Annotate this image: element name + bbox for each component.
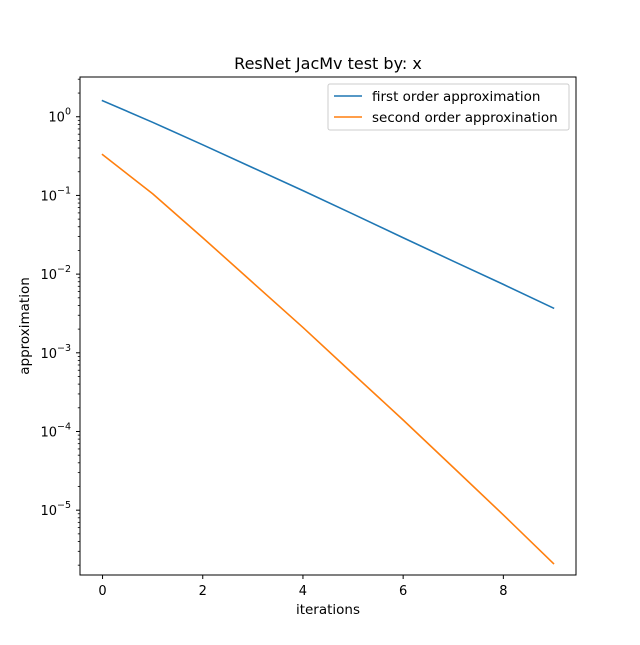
y-tick-label: 10−5 — [40, 500, 71, 519]
legend-box — [327, 83, 570, 131]
y-tick-label: 10−2 — [40, 264, 71, 283]
series-line-1 — [101, 153, 555, 565]
x-tick-label: 8 — [499, 584, 507, 599]
y-tick-label: 10−3 — [40, 343, 71, 362]
legend-label-1: second order approxination — [372, 110, 558, 126]
x-tick-label: 2 — [199, 584, 207, 599]
x-axis: 0 2 4 6 8 — [98, 575, 507, 599]
plot-frame — [79, 76, 577, 576]
x-tick-label: 6 — [399, 584, 407, 599]
x-tick-label: 0 — [98, 584, 106, 599]
legend: first order approximation second order ap… — [327, 83, 570, 131]
series-line-0 — [101, 99, 555, 310]
chart-title: ResNet JacMv test by: x — [234, 54, 422, 73]
y-tick-label: 10−4 — [40, 421, 71, 440]
x-axis-title: iterations — [296, 602, 360, 618]
y-axis-title: approximation — [17, 277, 33, 375]
y-tick-label: 10−1 — [40, 185, 71, 204]
x-tick-label: 4 — [299, 584, 307, 599]
legend-label-0: first order approximation — [372, 89, 541, 105]
plot-area: 0 2 4 6 8 100 10−1 10−2 10−3 10−4 10−5 — [40, 76, 577, 599]
series-layer — [101, 99, 555, 565]
y-tick-label: 100 — [48, 107, 71, 126]
y-axis: 100 10−1 10−2 10−3 10−4 10−5 — [40, 78, 80, 566]
